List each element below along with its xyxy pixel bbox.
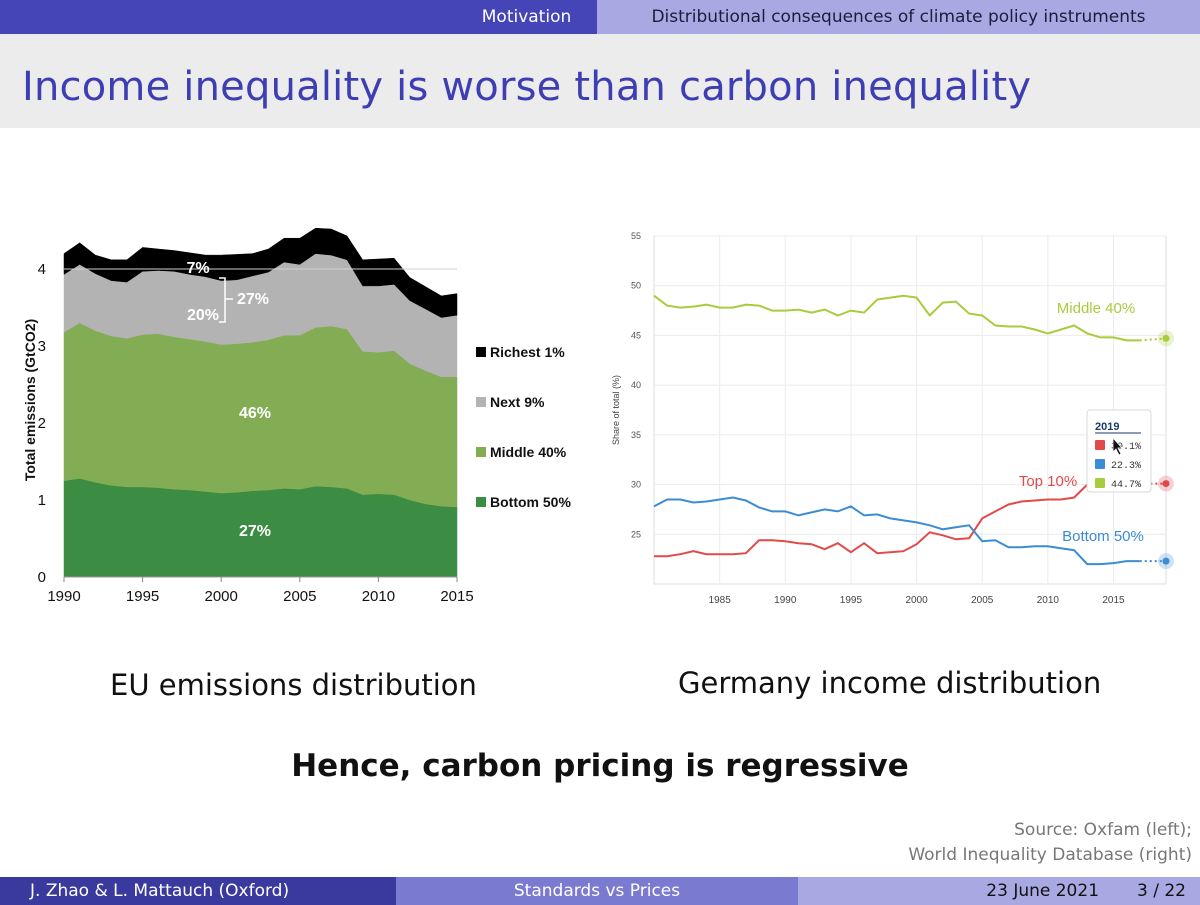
eu-emissions-chart: 1990 1995 2000 2005 2010 2015 0 1 2 3 4 Total emiss… (22, 227, 571, 605)
endpoint-top-10- (1162, 480, 1170, 488)
series-label-bottom-50-: Bottom 50% (1062, 528, 1144, 545)
emissions-area-labels: 27% 46% 20% 7% 27% (186, 260, 271, 540)
x-tick-label: 1995 (126, 588, 159, 605)
legend-label: Bottom 50% (490, 494, 571, 510)
series-label-top-10-: Top 10% (1019, 473, 1077, 490)
y-axis-label: Total emissions (GtCO2) (22, 319, 38, 481)
y-tick-label: 4 (38, 261, 46, 278)
y-tick-label: 45 (631, 330, 641, 340)
x-tick-label: 2010 (1037, 595, 1060, 606)
x-tick-label: 2000 (205, 588, 238, 605)
tooltip-value: 30.1% (1111, 442, 1141, 453)
legend-label: Middle 40% (490, 444, 567, 460)
y-tick-label: 0 (38, 569, 46, 586)
y-tick-label: 3 (38, 338, 46, 355)
area-richest-1- (63, 227, 458, 318)
legend-label: Next 9% (490, 394, 545, 410)
tooltip-value: 44.7% (1111, 480, 1141, 491)
income-tooltip: 2019 30.1% 22.3% 44.7% (1086, 409, 1152, 493)
area-label: 7% (186, 260, 209, 277)
y-tick-label: 55 (631, 231, 641, 241)
section-label[interactable]: Motivation (456, 0, 597, 34)
emissions-legend: Richest 1% Next 9% Middle 40% Bottom 50% (476, 344, 571, 510)
dotted-middle-40- (1139, 337, 1167, 342)
source-line-1: Source: Oxfam (left); (1014, 820, 1192, 840)
footer-authors: J. Zhao & L. Mattauch (Oxford) (0, 877, 396, 905)
bracket-line (219, 277, 233, 323)
line-top-10- (654, 482, 1101, 558)
area-label: 27% (239, 523, 271, 540)
title-bar: Income inequality is worse than carbon i… (0, 34, 1200, 128)
y-tick-label: 50 (631, 281, 641, 291)
x-tick-label: 1995 (840, 595, 863, 606)
x-tick-label: 2010 (362, 588, 395, 605)
tooltip-swatch (1095, 440, 1105, 450)
right-chart-caption: Germany income distribution (678, 666, 1102, 700)
x-tick-label: 2000 (905, 595, 928, 606)
x-tick-label: 2005 (283, 588, 316, 605)
left-chart-caption: EU emissions distribution (110, 668, 477, 702)
tooltip-year: 2019 (1095, 421, 1119, 433)
slide-title: Income inequality is worse than carbon i… (22, 64, 1032, 110)
mouse-cursor-icon (1112, 436, 1123, 456)
top-bar-spacer (0, 0, 456, 34)
y-tick-label: 2 (38, 415, 46, 432)
tooltip-swatch (1095, 478, 1105, 488)
income-grid: 25 30 35 40 45 50 55 1985 1990 1995 2000 2005 2010 20… (611, 231, 1167, 606)
legend-swatch (476, 347, 486, 357)
area-label: 46% (239, 405, 271, 422)
series-label-middle-40-: Middle 40% (1057, 300, 1135, 317)
y-tick-label: 1 (38, 492, 46, 509)
x-tick-label: 2005 (971, 595, 994, 606)
x-tick-label: 1985 (709, 595, 732, 606)
footer-right: 23 June 2021 3 / 22 (798, 877, 1200, 905)
y-tick-label: 35 (631, 430, 641, 440)
x-tick-label: 1990 (47, 588, 80, 605)
footer-bar: J. Zhao & L. Mattauch (Oxford) Standards… (0, 877, 1200, 905)
legend-swatch (476, 447, 486, 457)
x-tick-label: 1990 (774, 595, 797, 606)
y-axis-label: Share of total (%) (611, 375, 621, 445)
line-middle-40- (653, 294, 1140, 342)
top-navigation-bar: Motivation Distributional consequences o… (0, 0, 1200, 34)
y-tick-label: 40 (631, 380, 641, 390)
emissions-area-layer (63, 227, 458, 578)
tooltip-value: 22.3% (1111, 461, 1141, 472)
legend-label: Richest 1% (490, 344, 565, 360)
legend-swatch (476, 397, 486, 407)
x-tick-label: 2015 (1102, 595, 1125, 606)
legend-swatch (476, 497, 486, 507)
area-label: 20% (187, 307, 219, 324)
source-line-2: World Inequality Database (right) (908, 845, 1192, 865)
subsection-label[interactable]: Distributional consequences of climate p… (597, 0, 1200, 34)
endpoint-middle-40- (1162, 334, 1170, 342)
income-series-labels: Middle 40% Top 10% Bottom 50% (1019, 300, 1144, 545)
footer-short-title: Standards vs Prices (396, 877, 798, 905)
bracket-label: 27% (237, 291, 269, 308)
source-note: Source: Oxfam (left); World Inequality D… (908, 818, 1192, 868)
emissions-axes: 1990 1995 2000 2005 2010 2015 0 1 2 3 4 Total emiss… (22, 261, 474, 605)
conclusion-text: Hence, carbon pricing is regressive (291, 748, 909, 784)
footer-date: 23 June 2021 (986, 881, 1100, 901)
endpoint-bottom-50- (1162, 557, 1170, 565)
line-bottom-50- (653, 496, 1140, 566)
y-tick-label: 30 (631, 480, 641, 490)
footer-page-number: 3 / 22 (1137, 881, 1186, 901)
germany-income-chart: 25 30 35 40 45 50 55 1985 1990 1995 2000 2005 2010 20… (611, 231, 1174, 606)
y-tick-label: 25 (631, 529, 641, 539)
x-tick-label: 2015 (440, 588, 473, 605)
tooltip-swatch (1095, 459, 1105, 469)
